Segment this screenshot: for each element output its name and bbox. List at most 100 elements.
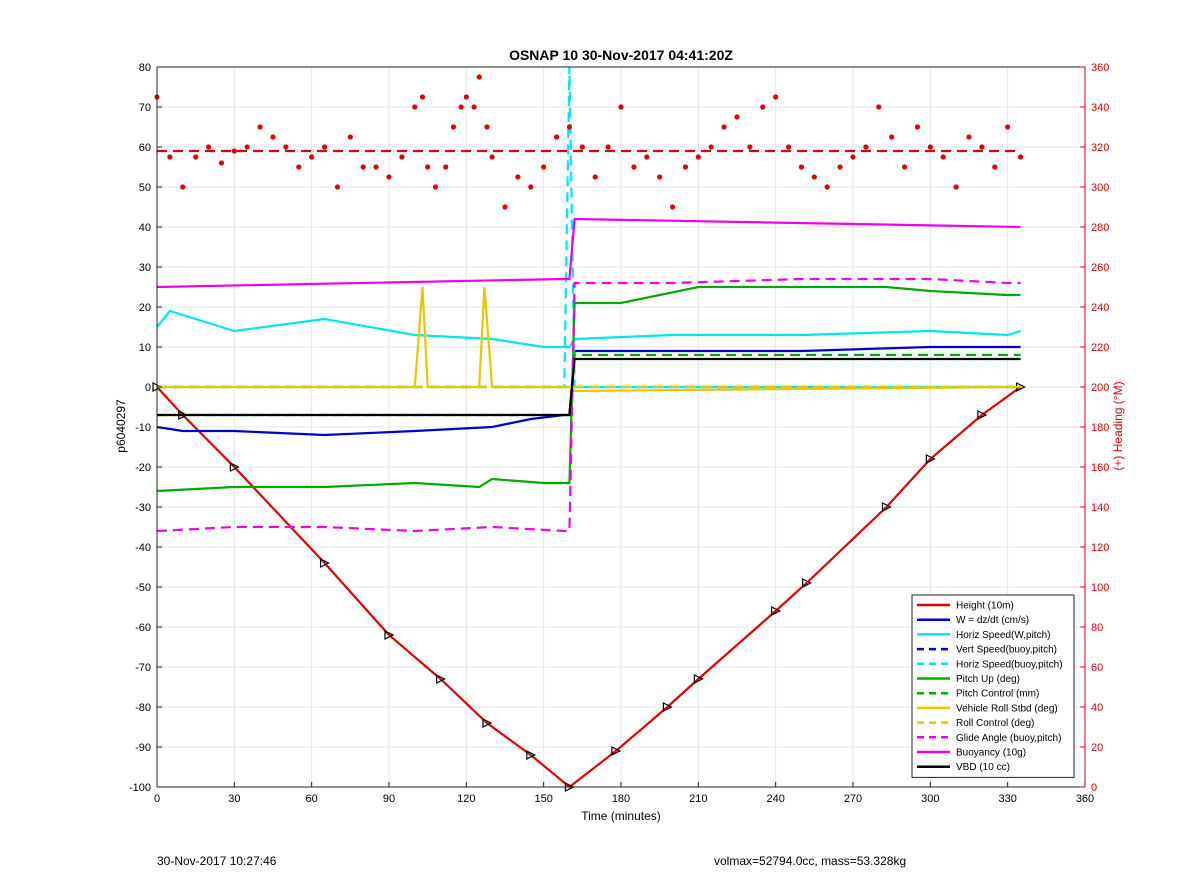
- y2-tick-label: 280: [1091, 222, 1109, 234]
- heading-point: [458, 104, 464, 110]
- heading-point: [553, 134, 560, 140]
- heading-point: [747, 144, 753, 150]
- x-tick-label: 210: [689, 793, 707, 805]
- y2-tick-label: 180: [1091, 422, 1109, 434]
- legend-label: VBD (10 cc): [956, 762, 1010, 773]
- y-tick-label: 70: [139, 102, 151, 114]
- legend-label: Vehicle Roll Stbd (deg): [956, 703, 1058, 714]
- y-axis-title: p6040297: [114, 399, 128, 453]
- heading-point: [373, 164, 379, 170]
- y-tick-label: 60: [139, 142, 151, 154]
- heading-point: [914, 124, 921, 130]
- height-marker: [881, 502, 892, 512]
- heading-point: [425, 164, 431, 170]
- y2-tick-label: 320: [1091, 142, 1109, 154]
- x-tick-label: 240: [766, 793, 784, 805]
- heading-point: [682, 164, 689, 170]
- heading-point: [824, 184, 830, 190]
- height-marker: [977, 410, 988, 420]
- y-tick-label: 50: [139, 182, 151, 194]
- height-marker: [693, 674, 704, 684]
- heading-point: [489, 154, 495, 160]
- height-marker: [925, 454, 936, 464]
- y2-tick-label: 220: [1091, 342, 1109, 354]
- y-tick-label: -100: [129, 782, 151, 794]
- legend-box: [911, 594, 1075, 778]
- y-tick-label: 10: [139, 342, 151, 354]
- legend-label: Height (10m): [956, 601, 1014, 612]
- x-tick-label: 0: [154, 793, 160, 805]
- heading-point: [669, 204, 676, 210]
- y2-tick-label: 240: [1091, 302, 1109, 314]
- legend-label: Horiz Speed(buoy,pitch): [956, 659, 1063, 670]
- heading-point: [979, 144, 985, 150]
- heading-point: [876, 104, 882, 110]
- heading-point: [450, 124, 457, 130]
- legend-label: Horiz Speed(W,pitch): [956, 630, 1050, 641]
- x-tick-label: 30: [228, 793, 240, 805]
- y-tick-label: 20: [139, 302, 151, 314]
- heading-point: [605, 144, 611, 150]
- footer-timestamp: 30-Nov-2017 10:27:46: [157, 854, 277, 868]
- y2-tick-label: 160: [1091, 462, 1109, 474]
- heading-point: [657, 174, 663, 180]
- heading-point: [695, 154, 701, 160]
- series-pitch-control-mm: [157, 353, 1021, 417]
- heading-point: [541, 164, 547, 170]
- heading-point: [889, 134, 895, 140]
- x-axis-title: Time (minutes): [581, 809, 661, 823]
- series-horiz-speed-w-pitch: [156, 309, 1021, 349]
- heading-point: [927, 144, 933, 150]
- y2-tick-label: 0: [1091, 782, 1097, 794]
- heading-point: [309, 154, 315, 160]
- legend-label: W = dz/dt (cm/s): [956, 615, 1029, 626]
- height-marker: [482, 718, 493, 728]
- axes-layer: 0 30 60 90 120 150 180 210 240 270 300 330 360-100-9…: [129, 62, 1109, 805]
- footer-volmax-mass: volmax=52794.0cc, mass=53.328kg: [714, 854, 907, 868]
- legend: Height (10m) W = dz/dt (cm/s) Horiz Speed(…: [911, 594, 1075, 778]
- heading-point: [476, 74, 482, 80]
- height-marker: [662, 702, 673, 712]
- heading-point: [837, 164, 843, 170]
- heading-point: [399, 154, 405, 160]
- heading-point: [760, 104, 766, 110]
- x-tick-label: 180: [612, 793, 630, 805]
- heading-point: [773, 94, 779, 100]
- height-marker: [384, 630, 395, 640]
- y2-tick-label: 20: [1091, 742, 1103, 754]
- y2-tick-label: 300: [1091, 182, 1109, 194]
- y2-tick-label: 120: [1091, 542, 1109, 554]
- height-marker: [229, 462, 240, 472]
- height-marker: [435, 674, 446, 684]
- heading-point: [798, 164, 805, 170]
- heading-point: [940, 154, 946, 160]
- heading-point: [785, 144, 792, 150]
- y2-tick-label: 260: [1091, 262, 1109, 274]
- y-tick-label: -60: [135, 622, 151, 634]
- legend-label: Pitch Control (mm): [956, 689, 1039, 700]
- heading-point: [321, 144, 328, 150]
- heading-point: [386, 174, 392, 180]
- heading-point: [360, 164, 366, 170]
- heading-point: [850, 154, 856, 160]
- y-tick-label: -90: [135, 742, 151, 754]
- heading-point: [347, 134, 353, 140]
- x-tick-label: 330: [998, 793, 1016, 805]
- x-tick-label: 360: [1076, 793, 1094, 805]
- y2-tick-label: 100: [1091, 582, 1109, 594]
- heading-point: [502, 204, 508, 210]
- heading-point: [811, 174, 817, 180]
- x-tick-label: 90: [383, 793, 395, 805]
- y2-tick-label: 80: [1091, 622, 1103, 634]
- y-tick-label: -30: [135, 502, 151, 514]
- heading-point: [218, 160, 225, 166]
- heading-point: [231, 148, 237, 154]
- x-tick-label: 270: [844, 793, 862, 805]
- heading-point: [592, 174, 598, 180]
- heading-point: [257, 124, 263, 130]
- height-marker: [526, 750, 537, 760]
- y-tick-label: -10: [135, 422, 151, 434]
- height-marker: [801, 578, 812, 588]
- heading-point: [528, 184, 534, 190]
- heading-point: [566, 124, 573, 130]
